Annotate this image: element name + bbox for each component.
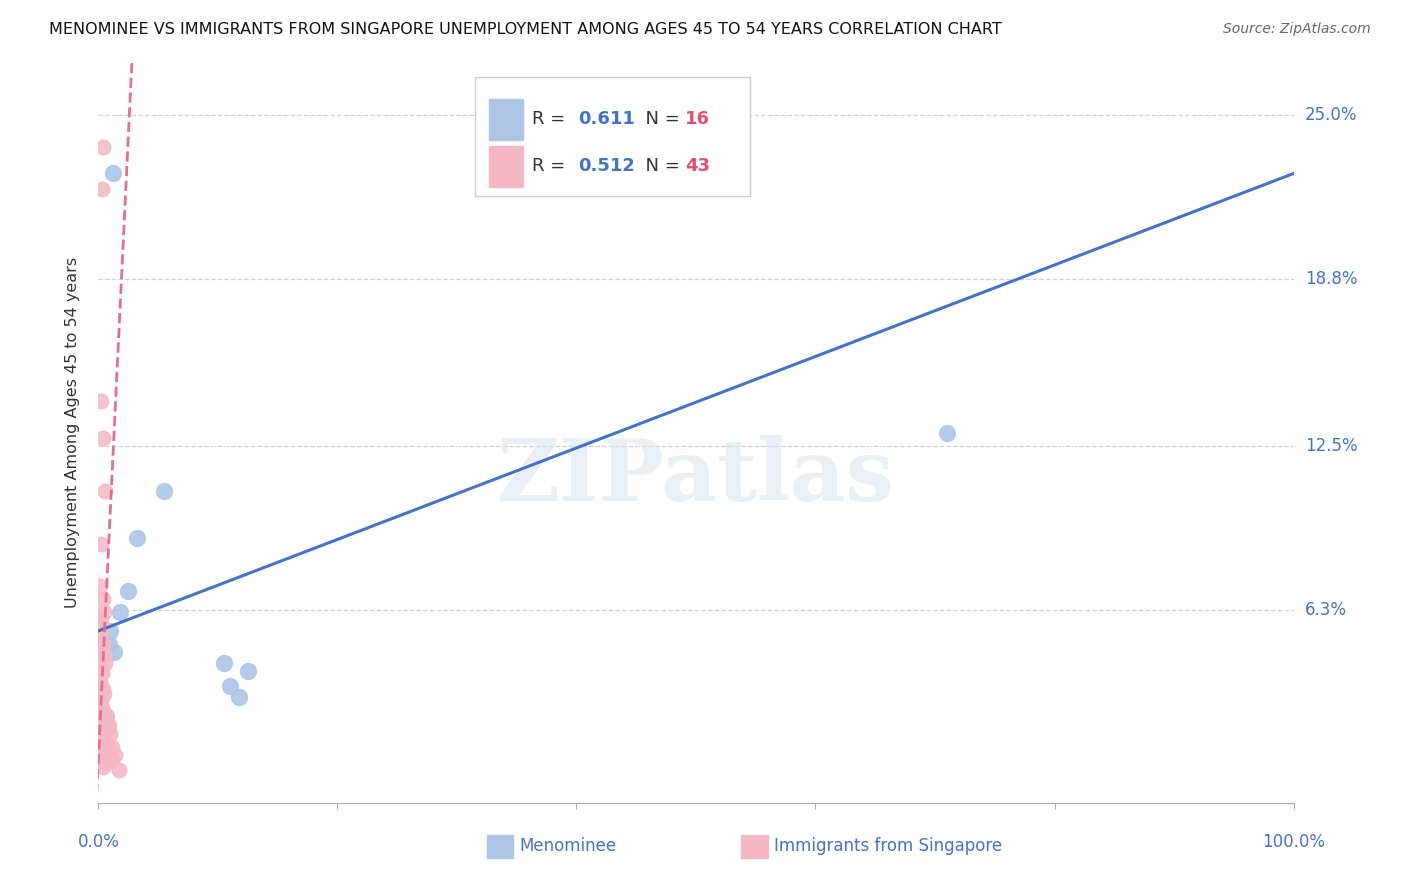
Point: [91, 182, 114, 196]
Point: [98, 727, 121, 741]
Point: [90, 618, 112, 632]
Point: [96, 756, 118, 771]
Point: [93, 682, 115, 697]
Point: [94, 656, 117, 670]
Point: [93, 733, 115, 747]
Point: [90, 642, 112, 657]
Text: R =: R =: [533, 111, 571, 128]
Point: [91, 702, 114, 716]
Point: [101, 752, 124, 766]
Point: [91, 592, 114, 607]
Point: [91, 754, 114, 768]
Point: [91, 431, 114, 445]
Point: [93, 725, 115, 739]
FancyBboxPatch shape: [475, 78, 749, 195]
Point: [90, 692, 112, 706]
Point: [93, 687, 115, 701]
Point: [93, 606, 115, 620]
Point: [96, 735, 118, 749]
Text: Menominee: Menominee: [519, 838, 616, 855]
Point: [93, 760, 115, 774]
Text: 25.0%: 25.0%: [1305, 106, 1357, 124]
Text: R =: R =: [533, 157, 571, 175]
Point: [91, 666, 114, 681]
Text: N =: N =: [634, 157, 685, 175]
Text: 18.8%: 18.8%: [1305, 270, 1357, 288]
FancyBboxPatch shape: [741, 835, 768, 858]
Point: [90, 715, 112, 730]
Text: ZIPatlas: ZIPatlas: [496, 435, 896, 519]
Point: [90, 661, 112, 675]
Point: [94, 483, 117, 498]
Point: [94, 708, 117, 723]
Point: [153, 483, 176, 498]
Point: [97, 754, 120, 768]
Text: 0.0%: 0.0%: [77, 833, 120, 851]
Point: [90, 393, 112, 408]
Text: N =: N =: [634, 111, 685, 128]
Point: [96, 714, 118, 728]
Text: 6.3%: 6.3%: [1305, 601, 1347, 619]
FancyBboxPatch shape: [489, 146, 523, 186]
Text: 0.512: 0.512: [578, 157, 634, 175]
FancyBboxPatch shape: [489, 99, 523, 140]
Point: [91, 140, 114, 154]
Point: [97, 719, 120, 733]
Text: 43: 43: [685, 157, 710, 175]
Point: [101, 166, 124, 180]
Point: [91, 741, 114, 756]
Point: [97, 743, 120, 757]
Point: [98, 637, 121, 651]
Point: [89, 674, 111, 689]
Text: Immigrants from Singapore: Immigrants from Singapore: [773, 838, 1002, 855]
Text: 100.0%: 100.0%: [1263, 833, 1324, 851]
Point: [219, 680, 242, 694]
Point: [100, 740, 122, 755]
Point: [89, 626, 111, 640]
Y-axis label: Unemployment Among Ages 45 to 54 years: Unemployment Among Ages 45 to 54 years: [65, 257, 80, 608]
Text: 12.5%: 12.5%: [1305, 437, 1357, 455]
Point: [125, 532, 148, 546]
Text: 16: 16: [685, 111, 710, 128]
Point: [91, 637, 114, 651]
Point: [90, 536, 112, 550]
Point: [93, 648, 115, 662]
Point: [94, 708, 117, 723]
Point: [936, 425, 959, 440]
Point: [104, 748, 127, 763]
Point: [91, 700, 114, 714]
Point: [228, 690, 250, 704]
FancyBboxPatch shape: [486, 835, 513, 858]
Text: Source: ZipAtlas.com: Source: ZipAtlas.com: [1223, 22, 1371, 37]
Point: [90, 632, 112, 646]
Point: [117, 584, 139, 599]
Point: [212, 656, 235, 670]
Text: 0.611: 0.611: [578, 111, 634, 128]
Point: [97, 719, 120, 733]
Point: [90, 611, 112, 625]
Point: [108, 606, 131, 620]
Point: [98, 624, 122, 638]
Text: MENOMINEE VS IMMIGRANTS FROM SINGAPORE UNEMPLOYMENT AMONG AGES 45 TO 54 YEARS CO: MENOMINEE VS IMMIGRANTS FROM SINGAPORE U…: [49, 22, 1002, 37]
Point: [107, 763, 129, 777]
Point: [236, 664, 259, 678]
Point: [89, 579, 111, 593]
Point: [94, 747, 117, 761]
Point: [103, 645, 125, 659]
